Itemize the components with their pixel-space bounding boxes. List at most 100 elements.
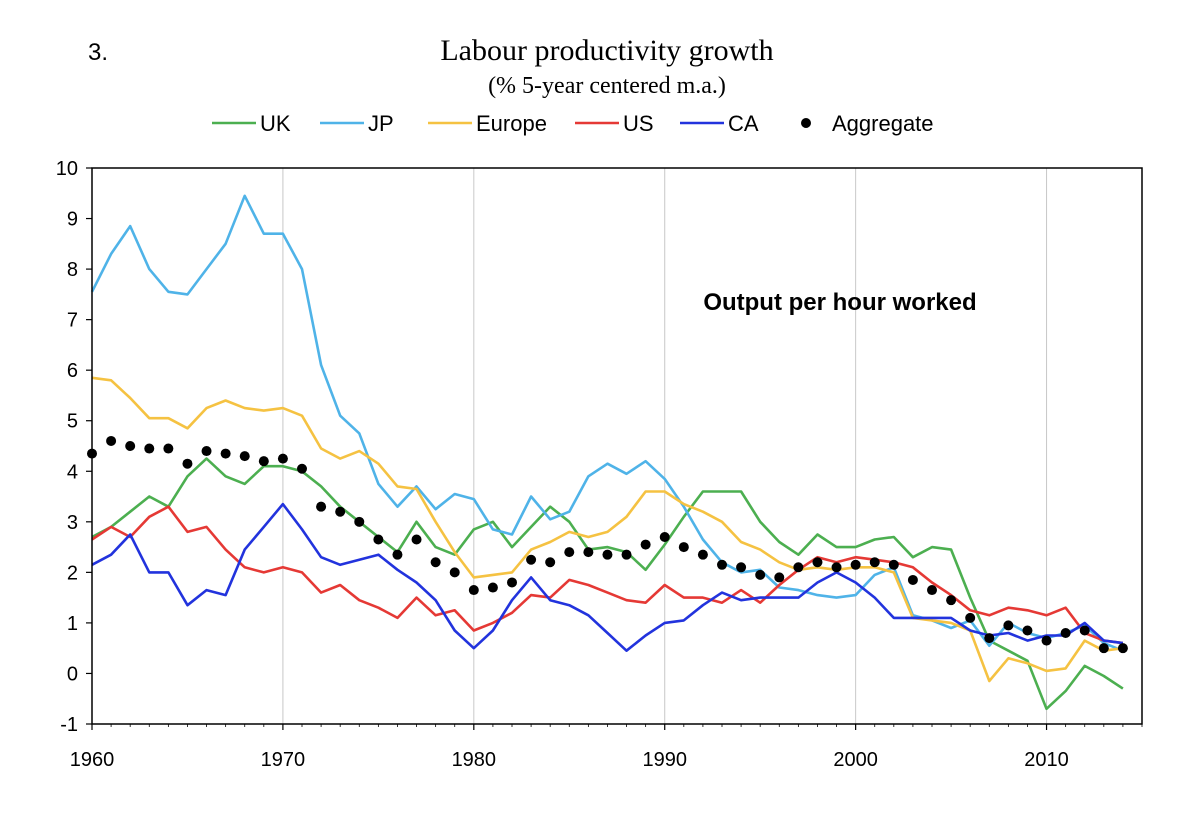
aggregate-point [659, 531, 670, 542]
aggregate-point [1117, 643, 1128, 654]
legend-item-aggregate: Aggregate [801, 111, 934, 136]
aggregate-point [927, 585, 937, 596]
chart-legend: UK JP Europe US CA Aggregate [212, 111, 934, 136]
aggregate-point [1003, 620, 1014, 631]
y-tick-label: 2 [67, 562, 78, 584]
aggregate-point [106, 435, 117, 446]
aggregate-point [468, 585, 479, 596]
y-tick-label: 4 [67, 461, 78, 483]
aggregate-point [182, 458, 193, 469]
chart-annotation: Output per hour worked [703, 289, 976, 316]
legend-label: US [623, 111, 654, 136]
aggregate-point [697, 549, 708, 560]
y-tick-label: 7 [67, 310, 78, 332]
series-line-europe [91, 376, 1124, 683]
legend-item-us: US [575, 111, 654, 136]
aggregate-point [850, 559, 861, 570]
aggregate-point [125, 441, 136, 451]
aggregate-point [583, 547, 594, 558]
series-uk [91, 457, 1124, 711]
aggregate-point [392, 549, 403, 560]
aggregate-point [430, 557, 441, 568]
aggregate-point [755, 569, 766, 580]
series-line-uk [91, 457, 1124, 711]
legend-item-ca: CA [680, 111, 759, 136]
aggregate-point [946, 595, 957, 606]
aggregate-point [373, 534, 384, 545]
x-tick-label: 1990 [642, 749, 687, 771]
aggregate-point [717, 559, 727, 570]
aggregate-point [163, 443, 174, 454]
series-line-us [91, 505, 1124, 645]
aggregate-point [316, 501, 327, 512]
series-line-ca [91, 502, 1124, 653]
chart-subtitle: (% 5-year centered m.a.) [488, 73, 726, 99]
series-aggregate [87, 435, 1128, 654]
aggregate-point [564, 547, 575, 558]
aggregate-point [507, 577, 517, 588]
legend-item-europe: Europe [428, 111, 547, 136]
aggregate-point [965, 612, 976, 623]
legend-marker [801, 118, 811, 128]
aggregate-point [545, 557, 556, 568]
aggregate-point [1041, 635, 1052, 646]
x-tick-label: 2000 [833, 749, 878, 771]
aggregate-point [1060, 628, 1071, 639]
aggregate-point [277, 453, 288, 464]
y-tick-label: 3 [67, 512, 78, 534]
y-tick-label: 9 [67, 209, 78, 231]
y-tick-label: -1 [60, 714, 78, 736]
aggregate-point [258, 456, 269, 467]
aggregate-point [1079, 625, 1090, 636]
aggregate-point [220, 448, 231, 459]
aggregate-point [239, 451, 250, 462]
legend-label: UK [260, 111, 291, 136]
aggregate-point [831, 562, 842, 573]
chart-title: Labour productivity growth [440, 34, 773, 67]
x-tick-label: 1980 [452, 749, 497, 771]
x-tick-label: 1970 [261, 749, 306, 771]
series-jp [90, 194, 1124, 652]
x-tick-label: 2010 [1024, 749, 1069, 771]
aggregate-point [793, 562, 804, 573]
series-layer [87, 194, 1128, 711]
y-tick-label: 1 [67, 613, 78, 635]
aggregate-point [354, 516, 365, 527]
aggregate-point [1098, 643, 1109, 654]
x-tick-label: 1960 [70, 749, 115, 771]
aggregate-point [602, 549, 613, 560]
legend-item-uk: UK [212, 111, 291, 136]
y-tick-label: 0 [67, 663, 78, 685]
aggregate-point [907, 574, 918, 585]
aggregate-point [144, 443, 155, 454]
aggregate-point [1022, 625, 1033, 636]
y-axis: -1 0 1 2 3 4 5 6 7 8 9 10 [56, 158, 92, 736]
legend-label: CA [728, 111, 759, 136]
y-tick-label: 10 [56, 158, 78, 180]
legend-item-jp: JP [320, 111, 394, 136]
aggregate-point [774, 572, 785, 583]
aggregate-point [888, 559, 899, 570]
aggregate-point [487, 582, 498, 593]
aggregate-point [984, 633, 995, 644]
figure-number: 3. [88, 39, 108, 66]
aggregate-point [297, 463, 307, 474]
legend-label: JP [368, 111, 394, 136]
legend-label: Aggregate [832, 111, 934, 136]
series-europe [91, 376, 1124, 683]
legend-label: Europe [476, 111, 547, 136]
y-tick-label: 6 [67, 360, 78, 382]
series-line-jp [90, 194, 1124, 652]
aggregate-point [869, 557, 880, 568]
aggregate-point [335, 506, 346, 517]
y-tick-label: 8 [67, 259, 78, 281]
series-ca [91, 502, 1124, 653]
aggregate-point [449, 567, 460, 578]
aggregate-point [736, 562, 747, 573]
aggregate-point [201, 446, 212, 457]
aggregate-point [526, 554, 537, 565]
grid-lines [282, 168, 1048, 724]
aggregate-point [678, 542, 689, 553]
aggregate-point [640, 539, 651, 550]
